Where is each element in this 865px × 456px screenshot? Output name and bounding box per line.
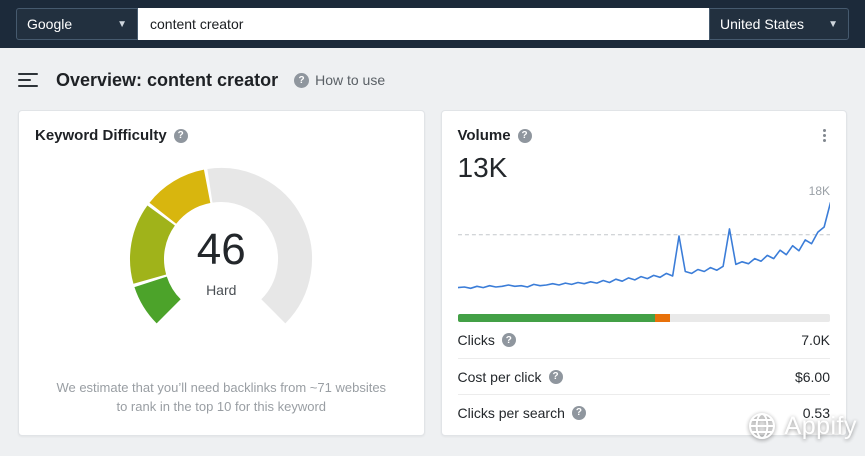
volume-card: Volume ? 13K 18K Clicks ? (440, 110, 847, 436)
search-engine-label: Google (27, 16, 73, 32)
page-header: Overview: content creator ? How to use (18, 62, 847, 98)
question-circle-icon[interactable]: ? (571, 405, 586, 420)
how-to-use-link[interactable]: ? How to use (294, 72, 385, 88)
menu-icon[interactable] (18, 73, 40, 87)
volume-card-title: Volume (457, 127, 511, 144)
kd-card-header: Keyword Difficulty ? (35, 127, 408, 144)
keyword-difficulty-card: Keyword Difficulty ? 46 Hard We estimate… (18, 110, 425, 436)
chevron-down-icon: ▼ (828, 18, 838, 30)
metric-row-cps: Clicks per search ? 0.53 (457, 394, 830, 430)
kebab-menu-button[interactable] (819, 127, 830, 144)
kd-card-title: Keyword Difficulty (35, 127, 167, 144)
question-circle-icon[interactable]: ? (548, 369, 563, 384)
country-select[interactable]: United States ▼ (709, 8, 849, 40)
clicks-value: 7.0K (801, 332, 830, 348)
metric-row-cpc: Cost per click ? $6.00 (457, 358, 830, 394)
how-to-use-label: How to use (315, 72, 386, 88)
metric-row-clicks: Clicks ? 7.0K (458, 322, 831, 358)
cpc-value: $6.00 (794, 368, 830, 385)
metric-label: Clicks ? (458, 332, 516, 348)
volume-trend-chart: 18K (457, 184, 830, 302)
volume-line-chart (457, 201, 830, 290)
kd-footnote-line2: to rank in the top 10 for this keyword (116, 399, 327, 415)
cps-value: 0.53 (802, 404, 830, 421)
keyword-search-input[interactable] (138, 8, 709, 40)
country-label: United States (720, 16, 805, 32)
search-engine-select[interactable]: Google ▼ (16, 8, 138, 40)
keyword-difficulty-gauge: 46 Hard (111, 156, 331, 336)
question-circle-icon[interactable]: ? (501, 333, 516, 347)
question-circle-icon[interactable]: ? (173, 128, 188, 143)
kd-footnote: We estimate that you’ll need backlinks f… (35, 379, 408, 419)
volume-card-header: Volume ? (458, 127, 831, 144)
cps-label: Clicks per search (457, 404, 565, 421)
clicks-label: Clicks (457, 332, 495, 348)
kd-footnote-line1: We estimate that you’ll need backlinks f… (56, 380, 387, 396)
gauge-arc (130, 168, 313, 324)
cards-row: Keyword Difficulty ? 46 Hard We estimate… (18, 110, 847, 436)
question-circle-icon: ? (294, 72, 310, 88)
search-toolbar: Google ▼ United States ▼ (0, 0, 865, 48)
cpc-label: Cost per click (457, 368, 542, 385)
metric-label: Clicks per search ? (458, 405, 586, 421)
volume-line (457, 201, 830, 290)
question-circle-icon[interactable]: ? (517, 128, 532, 143)
chart-max-label: 18K (808, 184, 830, 198)
volume-value: 13K (457, 152, 508, 183)
metric-label: Cost per click ? (458, 369, 563, 385)
clicks-distribution-bar (457, 314, 831, 322)
page-content: Overview: content creator ? How to use K… (0, 48, 865, 436)
kd-score: 46 (196, 225, 246, 274)
page-title: Overview: content creator (56, 69, 279, 90)
kd-difficulty-label: Hard (206, 282, 237, 298)
chevron-down-icon: ▼ (117, 18, 127, 30)
